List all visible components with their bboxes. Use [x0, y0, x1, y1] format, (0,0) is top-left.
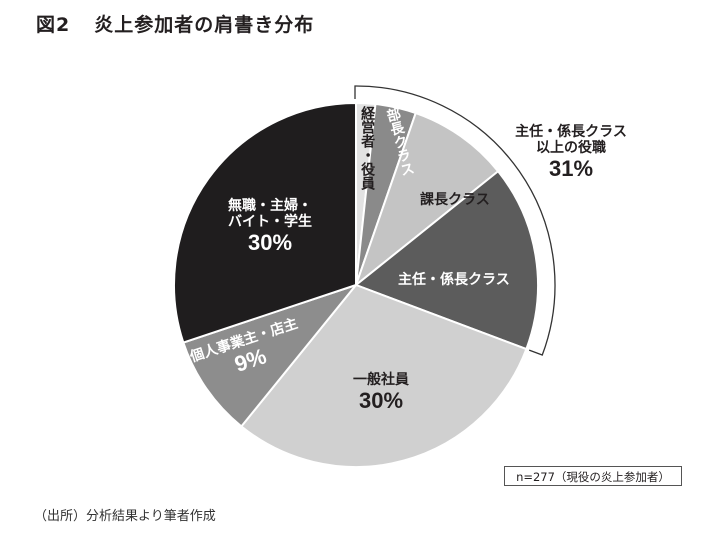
figure-title: 図2 炎上参加者の肩書き分布 — [36, 10, 314, 37]
group-bracket — [354, 85, 556, 356]
label-group-line2: 以上の役職 — [536, 140, 606, 157]
label-mushoku-line2: バイト・学生 — [228, 214, 312, 231]
label-mushoku-line1: 無職・主婦・ — [228, 198, 312, 214]
label-mushoku: 無職・主婦・ バイト・学生 30% — [215, 198, 325, 255]
label-ippan-name: 一般社員 — [353, 372, 409, 388]
label-keiei: 経営者・役員 — [359, 106, 376, 190]
label-shunin: 主任・係長クラス — [398, 272, 510, 288]
label-ippan-pct: 30% — [358, 388, 404, 414]
figure-title-text: 炎上参加者の肩書き分布 — [94, 14, 315, 36]
figure-number: 図2 — [36, 14, 71, 36]
pie-slice — [353, 111, 500, 288]
pie-slices — [173, 101, 539, 468]
label-group: 主任・係長クラス 以上の役職 31% — [496, 124, 646, 181]
label-kacho: 課長クラス — [420, 192, 490, 208]
pie-slice — [173, 101, 357, 344]
sample-size-note: n=277（現役の炎上参加者） — [504, 466, 682, 486]
pie-slice — [239, 283, 528, 468]
label-group-pct: 31% — [548, 156, 594, 182]
label-group-line1: 主任・係長クラス — [515, 124, 627, 140]
pie-slice — [182, 282, 359, 428]
label-ippan: 一般社員 30% — [346, 372, 416, 413]
source-note: （出所）分析結果より筆者作成 — [34, 509, 216, 524]
pie-slice — [354, 169, 539, 351]
label-mushoku-pct: 30% — [247, 230, 293, 256]
